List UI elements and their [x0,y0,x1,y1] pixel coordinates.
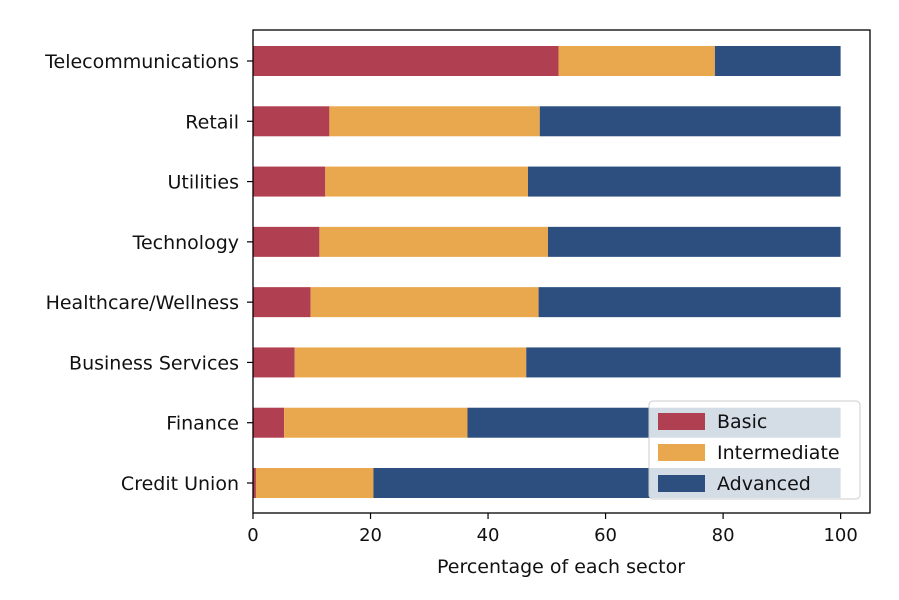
bar-intermediate-utilities [325,166,529,197]
bar-basic-credit-union [253,468,256,498]
x-axis: 0 20 40 60 80 100 [247,513,858,546]
bar-basic-business-services [253,347,295,378]
bar-intermediate-telecommunications [558,46,715,76]
y-axis: Credit Union Finance Business Services Heal… [44,51,253,495]
x-tick-label: 40 [477,525,500,546]
legend-swatch-advanced [658,475,705,492]
bar-intermediate-healthcare-wellness [310,287,539,318]
bar-basic-telecommunications [253,46,559,76]
bar-advanced-business-services [526,347,841,378]
bar-intermediate-business-services [294,347,527,378]
x-tick-label: 80 [712,525,735,546]
bar-advanced-healthcare-wellness [538,287,841,318]
y-tick-label: Credit Union [121,473,239,495]
bar-basic-utilities [253,166,326,197]
y-tick-label: Healthcare/Wellness [46,292,239,314]
y-tick-label: Technology [132,232,239,254]
bar-basic-retail [253,106,330,137]
legend-label-basic: Basic [717,411,767,433]
bar-intermediate-finance [284,407,468,438]
bar-advanced-telecommunications [714,46,841,76]
bar-advanced-retail [539,106,841,137]
legend-label-intermediate: Intermediate [717,442,840,464]
legend-swatch-intermediate [658,444,705,461]
bar-intermediate-credit-union [255,468,374,498]
y-tick-label: Utilities [167,172,239,194]
x-tick-label: 60 [594,525,617,546]
bar-intermediate-technology [319,226,548,257]
y-tick-label: Retail [185,111,239,133]
y-tick-label: Telecommunications [44,51,239,73]
bar-intermediate-retail [329,106,540,137]
bar-basic-technology [253,226,320,257]
x-tick-label: 20 [359,525,382,546]
legend-label-advanced: Advanced [717,473,811,495]
legend: Basic Intermediate Advanced [648,400,861,500]
y-tick-label: Business Services [69,352,239,374]
legend-swatch-basic [658,413,705,430]
bar-basic-healthcare-wellness [253,287,311,318]
x-axis-title: Percentage of each sector [437,556,685,578]
plot-frame [252,29,871,514]
bar-advanced-technology [547,226,841,257]
bar-basic-finance [253,407,285,438]
x-tick-label: 100 [823,525,857,546]
x-tick-label: 0 [247,525,258,546]
bar-advanced-utilities [528,166,841,197]
y-tick-label: Finance [166,413,239,435]
